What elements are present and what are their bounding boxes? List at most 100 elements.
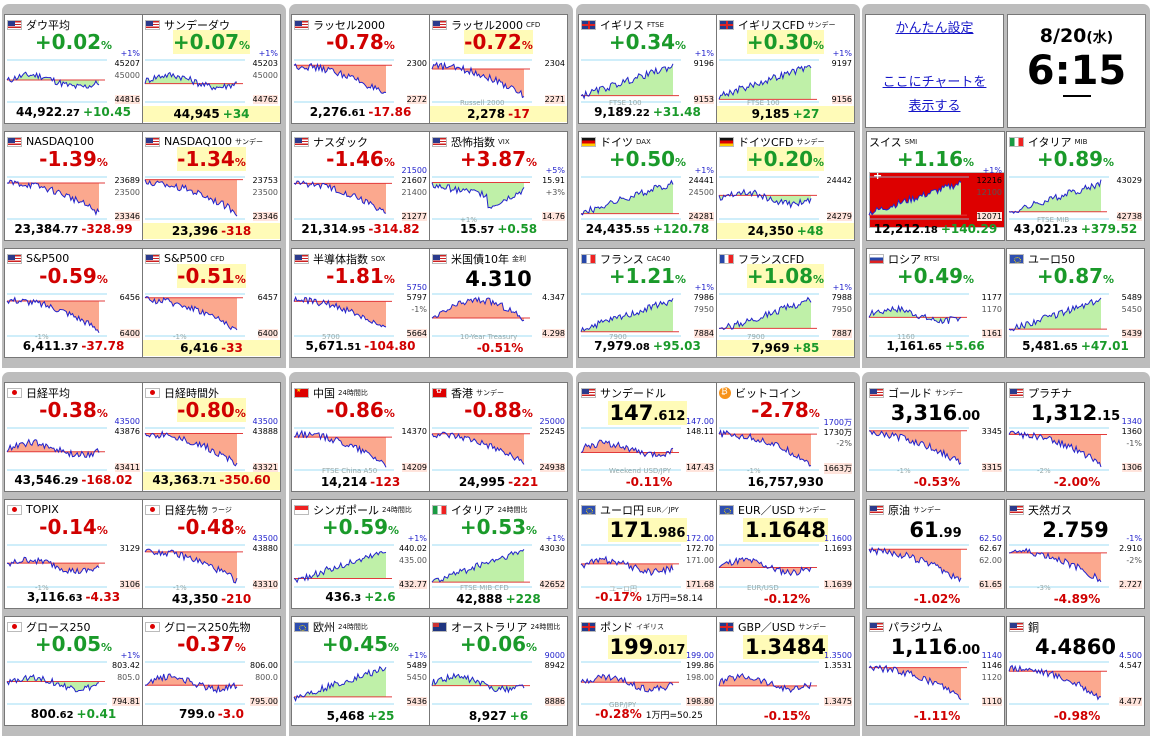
market-card[interactable]: NASDAQ100 サンデー -1.34% 23753 23500 23346 23,396… — [142, 131, 281, 241]
market-card[interactable]: サンデーダウ +0.07% 45203 +1% 45000 44762 44,945 +34 — [142, 14, 281, 124]
chart-placeholder-link-1[interactable]: ここにチャートを — [882, 75, 987, 90]
price-delta: -314.82 — [368, 222, 420, 236]
card-sparkline-chart — [868, 293, 969, 337]
market-card[interactable]: イタリア 24時間比 +0.53% 43030 +1% 42652 FTSE MIB CFD… — [429, 499, 568, 609]
chart-watermark: 1160 — [897, 333, 915, 341]
card-sparkline-chart — [431, 661, 532, 705]
card-subtitle: FTSE — [647, 20, 665, 29]
card-title: 恐怖指数 — [451, 135, 495, 149]
market-card[interactable]: グロース250先物 -0.37% 806.00 800.0 795.00 799.0 -3.… — [142, 616, 281, 726]
market-card[interactable]: ドイツCFD サンデー +0.20% 24442 24279 24,350 +48 — [716, 131, 855, 241]
market-card[interactable]: 米国債10年 金利 4.310 4.347 4.298 10-Year Treasury -… — [429, 248, 568, 358]
axis-label-1: 5750 — [406, 283, 427, 292]
axis-label-1: +1% — [120, 651, 140, 660]
card-footer: 2,278 -17 — [430, 106, 567, 122]
market-card[interactable]: 半導体指数 SOX -1.81% 5797 5750 -1% 5664 5700 5,671.5… — [291, 248, 430, 358]
chart-placeholder-link-2[interactable]: 表示する — [908, 99, 961, 114]
card-title: パラジウム — [888, 620, 943, 634]
axis-high: 24441 — [688, 176, 714, 185]
market-card[interactable]: ラッセル2000 -0.78% 2300 2272 2,276.61 -17.86 — [291, 14, 430, 124]
card-footer: 24,435.55 +120.78 — [579, 221, 716, 239]
axis-label-1: 147.00 — [686, 417, 714, 426]
market-card[interactable]: NASDAQ100 -1.39% 23689 23500 23346 23,384.77-… — [4, 131, 143, 241]
chart-watermark: FTSE China A50 — [322, 467, 378, 475]
axis-low: 23346 — [252, 212, 278, 221]
market-card[interactable]: 欧州 24時間比 +0.45% 5489 +1% 5450 5436 5,468 +25 — [291, 616, 430, 726]
market-card[interactable]: 日経先物 ラージ -0.48% 43880 43500 43310 -1% 43,350 -21… — [142, 499, 281, 609]
market-card[interactable]: 日経時間外 -0.80% 43888 43500 43321 43,363.71 -350.… — [142, 382, 281, 492]
card-footer: 3,116.63 -4.33 — [5, 589, 142, 607]
us-flag-icon — [432, 253, 447, 264]
card-subtitle: CFD — [526, 20, 541, 29]
chart-watermark: 7900 — [747, 333, 765, 341]
card-title: ダウ平均 — [26, 18, 70, 32]
market-card[interactable]: イギリスCFD サンデー +0.30% 9197 +1% 9156 FTSE 100 9,18… — [716, 14, 855, 124]
market-card[interactable]: ドイツ DAX +0.50% 24441 +1% 24500 24281 24,435.55 +… — [578, 131, 717, 241]
market-card[interactable]: イタリア MIB +0.89% 43029 42738 FTSE MIB 43,021.23… — [1006, 131, 1145, 241]
market-card[interactable]: シンガポール 24時間比 +0.59% 440.02 +1% 435.00 432.77 43… — [291, 499, 430, 609]
market-card[interactable]: サンデードル 147.612 148.11 147.00 147.43 Weekend U… — [578, 382, 717, 492]
market-card[interactable]: 原油 サンデー 61.99 62.67 62.50 62.00 61.65 -1.02% — [866, 499, 1005, 609]
market-card[interactable]: ロシア RTSI +0.49% 1177 1170 1161 1160 1,161.65 +5.… — [866, 248, 1005, 358]
card-footer: 7,979.08 +95.03 — [579, 338, 716, 356]
market-card[interactable]: ユーロ50 +0.87% 5489 5450 5439 5,481.65 +47.01 — [1006, 248, 1145, 358]
card-header: ドイツ DAX — [581, 134, 651, 149]
card-sparkline-chart — [868, 661, 969, 705]
market-card[interactable]: フランス CAC40 +1.21% 7986 +1% 7950 7884 7900 7,979.… — [578, 248, 717, 358]
market-card[interactable]: グロース250 +0.05% 803.42 +1% 805.0 794.81 800.62 +… — [4, 616, 143, 726]
market-card[interactable]: ダウ平均 +0.02% 45207 +1% 45000 44816 44,922.27 +10… — [4, 14, 143, 124]
last-price: 5,468 — [326, 709, 365, 723]
card-footer: 24,995 -221 — [430, 474, 567, 490]
card-change-percent: +1.16% — [896, 147, 975, 171]
eu-flag-icon — [719, 504, 734, 515]
card-footer: 23,384.77 -328.99 — [5, 221, 142, 239]
price-delta: -2.00% — [1053, 475, 1101, 489]
market-card[interactable]: スイスSMI+1.16%12216+1%121001207112,212.18+… — [866, 131, 1005, 241]
card-change-percent: +0.30% — [746, 30, 825, 54]
market-card[interactable]: ナスダック -1.46% 21607 21500 21400 21277 21,314.95… — [291, 131, 430, 241]
market-card[interactable]: GBP／USD サンデー 1.3484 1.3531 1.3500 1.3475 -0.15… — [716, 616, 855, 726]
card-title: 欧州 — [313, 620, 335, 634]
card-sparkline-chart — [718, 544, 819, 588]
market-card[interactable]: TOPIX -0.14% 3129 3106 -1% 3,116.63 -4.33 — [4, 499, 143, 609]
sparkline-line — [1008, 547, 1102, 583]
card-change-percent: -1.81% — [326, 264, 395, 288]
axis-low: 795.00 — [250, 697, 278, 706]
card-footer: 43,021.23 +379.52 — [1007, 221, 1144, 239]
last-price: 6,416 — [180, 341, 219, 355]
market-card[interactable]: 恐怖指数 VIX +3.87% 15.91 +5% +3% 14.76 +1% 15.57 +0.… — [429, 131, 568, 241]
axis-label-1: +1% — [694, 49, 714, 58]
easy-settings-link[interactable]: かんたん設定 — [895, 21, 974, 36]
market-card[interactable]: イギリス FTSE +0.34% 9196 +1% 9153 FTSE 100 9,189.2… — [578, 14, 717, 124]
market-card[interactable]: フランスCFD +1.08% 7988 +1% 7950 7887 7900 7,969 +85 — [716, 248, 855, 358]
market-card[interactable]: パラジウム 1,116.00 1146 1140 1120 1110 -1.11% — [866, 616, 1005, 726]
card-change-percent: +0.45% — [321, 632, 400, 656]
market-card[interactable]: S&P500 CFD -0.51% 6457 6400 -1% 6,416 -33 — [142, 248, 281, 358]
axis-high: 43880 — [252, 544, 278, 553]
market-card[interactable]: オーストラリア 24時間比 +0.06% 8942 9000 8886 8,927 +6 — [429, 616, 568, 726]
market-card[interactable]: EUR／USD サンデー 1.1648 1.1693 1.1600 1.1639 EUR/U… — [716, 499, 855, 609]
axis-label-1: 43500 — [252, 534, 278, 543]
axis-label-2: 45000 — [114, 71, 140, 80]
market-card[interactable]: ゴールド サンデー 3,316.00 3345 3315 -1% -0.53% — [866, 382, 1005, 492]
market-card[interactable]: 日経平均 -0.38% 43876 43500 43411 43,546.29 -168.0… — [4, 382, 143, 492]
card-footer: -0.11% — [579, 474, 716, 490]
card-subtitle: CAC40 — [646, 254, 671, 263]
market-card[interactable]: ポンド イギリス 199.017 199.86 199.00 198.00 198.80 GB… — [578, 616, 717, 726]
sparkline-area — [869, 547, 961, 582]
market-card[interactable]: ラッセル2000 CFD -0.72% 2304 2271 Russell 2000 2,2… — [429, 14, 568, 124]
market-card[interactable]: S&P500 -0.59% 6456 6400 -1% 6,411.37 -37.78 — [4, 248, 143, 358]
market-card[interactable]: ユーロ円 EUR／JPY 171.986 172.70 172.00 171.00 171.… — [578, 499, 717, 609]
us-flag-icon — [869, 387, 884, 398]
card-title: 半導体指数 — [313, 252, 368, 266]
sparkline-area — [432, 62, 524, 98]
card-sparkline-chart — [718, 59, 819, 103]
market-card[interactable]: 銅 4.4860 4.547 4.500 4.477 -0.98% — [1006, 616, 1145, 726]
market-card[interactable]: プラチナ 1,312.15 1360 1340 -1% 1306 -2% -2.00% — [1006, 382, 1145, 492]
axis-label-2: -1% — [411, 305, 427, 314]
market-card[interactable]: 天然ガス 2.759 2.910 -1% -2% 2.727 -3% -4.89% — [1006, 499, 1145, 609]
card-title: サンデーダウ — [164, 18, 230, 32]
